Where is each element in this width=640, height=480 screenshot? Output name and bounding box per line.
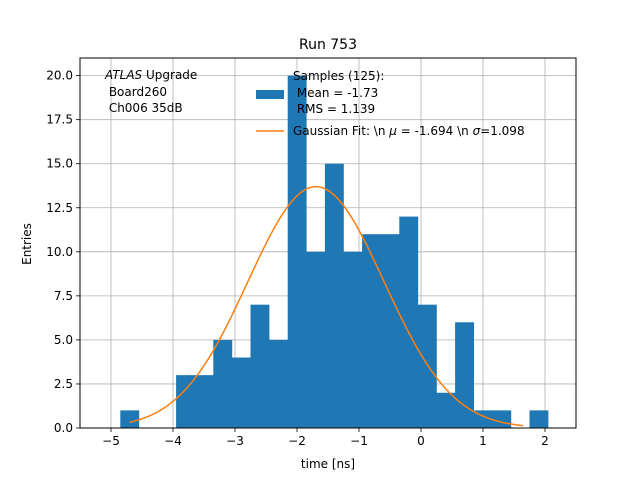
x-tick-label: 2 (541, 434, 549, 448)
x-tick-label: 0 (417, 434, 425, 448)
x-tick-label: −4 (164, 434, 182, 448)
y-tick-label: 12.5 (46, 201, 73, 215)
histogram-bar (213, 339, 233, 428)
legend-hist-line-1: Samples (125): (293, 69, 384, 83)
chart-title: Run 753 (299, 37, 357, 53)
y-tick-label: 15.0 (46, 157, 73, 171)
y-tick-label: 20.0 (46, 69, 73, 83)
histogram-bar (250, 304, 270, 428)
gaussian-fit-line (129, 185, 524, 427)
y-axis-label: Entries (20, 223, 34, 265)
legend-hist-line-2: Mean = -1.73 (293, 86, 378, 100)
y-axis-ticks: 0.0 2.5 5.0 7.5 10.0 12.5 15.0 17.5 20.0 (46, 69, 80, 435)
histogram-bar (455, 322, 474, 428)
legend-fit-sigma: σ (473, 124, 481, 138)
histogram-bar (380, 234, 400, 428)
x-tick-label: −5 (102, 434, 120, 448)
y-tick-label: 0.0 (54, 421, 73, 435)
upgrade-label: Upgrade (142, 68, 197, 82)
annotation-line-1: ATLAS Upgrade (104, 68, 197, 82)
histogram-bar (287, 75, 307, 428)
histogram-bar (324, 163, 344, 428)
histogram-bar (231, 357, 251, 428)
atlas-annotation: ATLAS Upgrade Board260 Ch006 35dB (104, 68, 197, 115)
histogram-bar (492, 410, 512, 428)
legend: Samples (125): Mean = -1.73 RMS = 1.139 … (256, 69, 525, 138)
plot-frame (79, 57, 577, 429)
histogram-bar (436, 392, 456, 428)
histogram-bar (176, 375, 195, 428)
y-tick-label: 7.5 (54, 289, 73, 303)
legend-fit-mu: μ (388, 124, 397, 138)
legend-hist-line-3: RMS = 1.139 (293, 102, 375, 116)
histogram-bar (417, 304, 437, 428)
legend-hist-swatch (256, 90, 284, 99)
x-axis-ticks: −5 −4 −3 −2 −1 0 1 2 (102, 428, 549, 448)
histogram-bar (362, 234, 381, 428)
histogram-bar (306, 251, 326, 428)
x-axis-label: time [ns] (301, 457, 355, 471)
legend-fit-prefix: Gaussian Fit: \n (293, 124, 389, 138)
histogram-bar (194, 375, 214, 428)
histogram-bar (343, 251, 363, 428)
histogram-bar (529, 410, 549, 428)
x-tick-label: 1 (479, 434, 487, 448)
legend-fit-mid: = -1.694 \n (397, 124, 473, 138)
legend-fit-label: Gaussian Fit: \n μ = -1.694 \n σ=1.098 (293, 124, 525, 138)
legend-fit-end: =1.098 (480, 124, 524, 138)
gaussian-fit-line-group (129, 185, 524, 427)
histogram-bar (269, 339, 288, 428)
x-tick-label: −1 (350, 434, 368, 448)
y-tick-label: 10.0 (46, 245, 73, 259)
histogram-bar (120, 410, 140, 428)
x-tick-label: −3 (226, 434, 244, 448)
histogram-bar (399, 216, 419, 428)
y-tick-label: 5.0 (54, 333, 73, 347)
annotation-line-3: Ch006 35dB (105, 101, 183, 115)
atlas-label: ATLAS (104, 68, 143, 82)
x-tick-label: −2 (288, 434, 306, 448)
y-tick-label: 2.5 (54, 377, 73, 391)
y-tick-label: 17.5 (46, 113, 73, 127)
annotation-line-2: Board260 (105, 85, 167, 99)
